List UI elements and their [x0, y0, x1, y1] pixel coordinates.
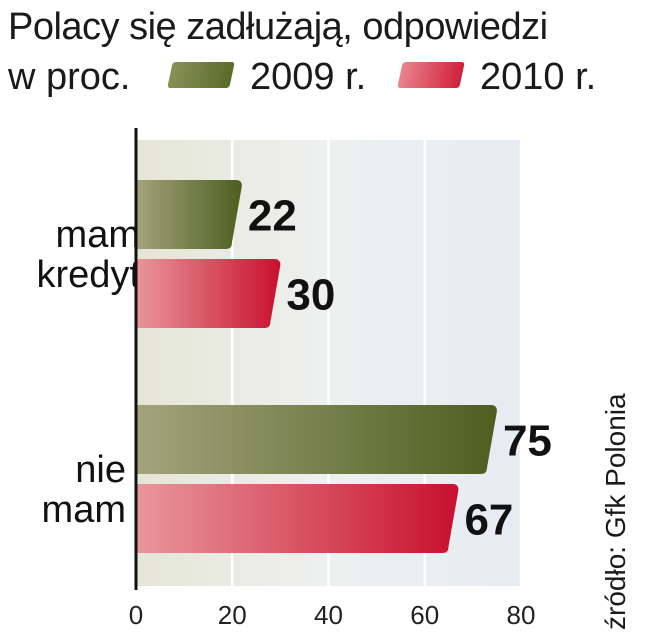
- chart-subtitle: w proc.: [8, 56, 131, 98]
- data-label: 22: [248, 192, 297, 241]
- bar-2010-0: [136, 259, 281, 328]
- legend-label-2010: 2010 r.: [480, 56, 597, 98]
- bar-2009-1: [136, 405, 497, 474]
- data-label: 30: [286, 271, 335, 320]
- legend: w proc. 2009 r. 2010 r.: [8, 54, 648, 100]
- category-label-line: mam: [41, 489, 126, 531]
- source-note: źródło: Gfk Polonia: [600, 393, 631, 630]
- category-label-line: kredyt: [36, 254, 140, 296]
- category-label-mam-kredyt: mam kredyt: [0, 215, 140, 295]
- category-label-line: nie: [75, 449, 126, 491]
- x-tick-label: 40: [314, 600, 343, 630]
- x-tick-label: 80: [507, 600, 536, 630]
- x-tick-label: 20: [218, 600, 247, 630]
- category-label-nie-mam: nie mam: [0, 450, 126, 530]
- data-label: 67: [464, 496, 513, 545]
- bar-2010-1: [136, 484, 459, 553]
- x-tick-label: 0: [129, 600, 143, 630]
- chart-title: Polacy się zadłużają, odpowiedzi: [8, 6, 548, 48]
- bar-2009-0: [136, 180, 242, 249]
- legend-label-2009: 2009 r.: [250, 56, 367, 98]
- data-label: 75: [503, 417, 552, 466]
- x-tick-label: 60: [410, 600, 439, 630]
- category-label-line: mam: [55, 214, 140, 256]
